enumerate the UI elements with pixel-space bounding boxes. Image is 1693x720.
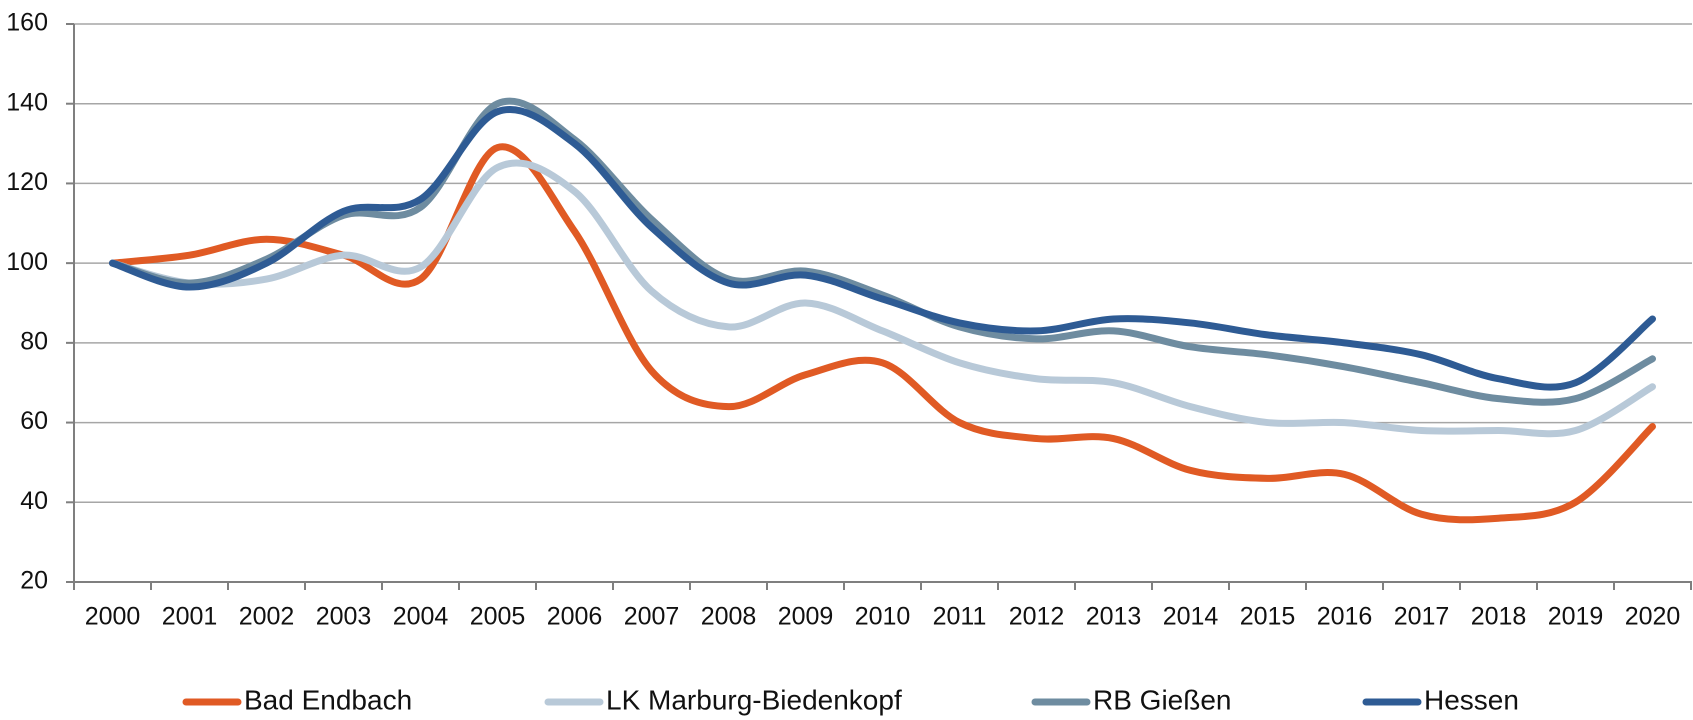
series-line bbox=[109, 106, 1656, 391]
series-line bbox=[109, 159, 1656, 438]
y-tick-label: 140 bbox=[6, 88, 48, 116]
legend-label: Bad Endbach bbox=[244, 684, 412, 715]
x-tick-label: 2000 bbox=[85, 603, 141, 631]
series-line bbox=[109, 143, 1656, 524]
y-tick-label: 60 bbox=[20, 407, 48, 435]
x-tick-label: 2001 bbox=[162, 603, 218, 631]
y-tick-label: 40 bbox=[20, 487, 48, 515]
x-tick-label: 2006 bbox=[547, 603, 603, 631]
series-line bbox=[109, 97, 1656, 406]
y-tick-label: 80 bbox=[20, 327, 48, 355]
legend-label: LK Marburg-Biedenkopf bbox=[606, 684, 902, 715]
x-tick-label: 2020 bbox=[1625, 603, 1681, 631]
x-tick-label: 2015 bbox=[1240, 603, 1296, 631]
x-tick-label: 2005 bbox=[470, 603, 526, 631]
x-tick-label: 2002 bbox=[239, 603, 295, 631]
y-tick-label: 20 bbox=[20, 567, 48, 595]
x-tick-label: 2017 bbox=[1394, 603, 1450, 631]
x-tick-label: 2016 bbox=[1317, 603, 1373, 631]
x-tick-label: 2012 bbox=[1009, 603, 1065, 631]
y-tick-label: 120 bbox=[6, 168, 48, 196]
x-tick-label: 2019 bbox=[1548, 603, 1604, 631]
x-tick-label: 2008 bbox=[701, 603, 757, 631]
legend-label: RB Gießen bbox=[1093, 684, 1232, 715]
legend-label: Hessen bbox=[1424, 684, 1519, 715]
x-tick-label: 2004 bbox=[393, 603, 449, 631]
x-tick-label: 2014 bbox=[1163, 603, 1219, 631]
x-tick-label: 2011 bbox=[933, 603, 987, 631]
x-tick-label: 2010 bbox=[855, 603, 911, 631]
x-tick-label: 2018 bbox=[1471, 603, 1527, 631]
x-tick-label: 2009 bbox=[778, 603, 834, 631]
y-tick-label: 100 bbox=[6, 248, 48, 276]
x-tick-label: 2013 bbox=[1086, 603, 1142, 631]
y-tick-label: 160 bbox=[6, 9, 48, 37]
x-tick-label: 2007 bbox=[624, 603, 680, 631]
x-tick-label: 2003 bbox=[316, 603, 372, 631]
